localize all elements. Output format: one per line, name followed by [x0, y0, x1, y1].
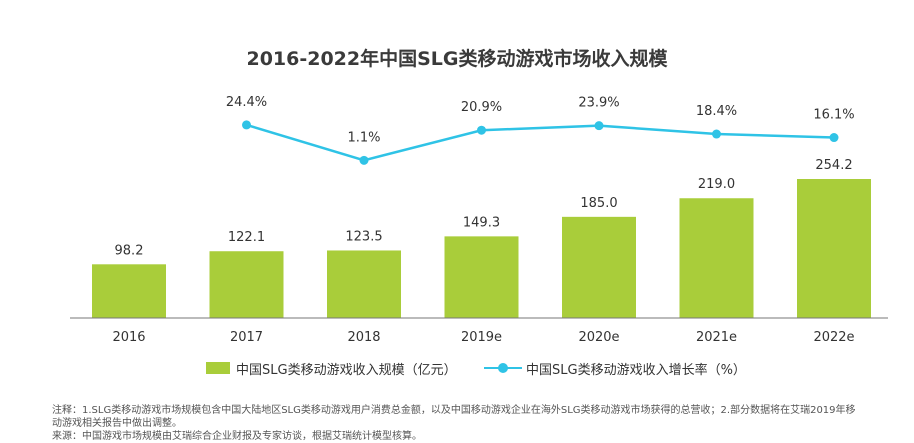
bar-2016 — [92, 264, 166, 318]
bar-2020e — [562, 216, 636, 318]
legend-bar-swatch — [206, 362, 230, 374]
growth-value-label: 1.1% — [347, 130, 380, 145]
bar-value-label: 149.3 — [463, 215, 500, 230]
x-tick-label: 2018 — [347, 330, 380, 345]
bar-2021e — [679, 198, 754, 318]
bar-2017 — [209, 251, 284, 318]
bar-value-label: 123.5 — [345, 229, 382, 244]
x-tick-label: 2017 — [230, 330, 263, 345]
growth-point-2022e — [829, 133, 839, 143]
growth-point-2019e — [477, 125, 486, 135]
bar-value-label: 185.0 — [580, 196, 617, 211]
bar-2019e — [444, 236, 519, 318]
growth-value-label: 20.9% — [461, 100, 502, 115]
note-line-2: 动游戏相关报告中做出调整。 — [52, 418, 182, 429]
bar-value-label: 98.2 — [115, 243, 144, 258]
growth-point-2018 — [359, 155, 369, 165]
bar-2022e — [797, 179, 871, 318]
legend-bar-entry: 中国SLG类移动游戏收入规模（亿元） — [206, 358, 457, 378]
growth-value-label: 18.4% — [696, 104, 737, 119]
x-tick-label: 2016 — [112, 330, 145, 345]
legend-line-entry: 中国SLG类移动游戏收入增长率（%） — [484, 358, 746, 378]
x-tick-label: 2019e — [461, 330, 502, 345]
bar-value-label: 122.1 — [228, 230, 265, 245]
bar-value-label: 219.0 — [698, 177, 735, 192]
legend-line-swatch — [484, 362, 522, 374]
growth-value-label: 16.1% — [813, 108, 854, 123]
growth-value-label: 24.4% — [226, 95, 267, 110]
x-tick-label: 2021e — [696, 330, 737, 345]
bar-value-label: 254.2 — [815, 158, 852, 173]
chart-title: 2016-2022年中国SLG类移动游戏市场收入规模 — [246, 48, 668, 70]
growth-point-2020e — [594, 121, 604, 131]
growth-point-2017 — [242, 120, 251, 130]
growth-line — [246, 123, 835, 162]
bar-2018 — [327, 250, 401, 318]
growth-point-2021e — [712, 129, 721, 139]
legend-line-label: 中国SLG类移动游戏收入增长率（%） — [526, 362, 746, 378]
source-line: 来源：中国游戏市场规模由艾瑞综合企业财报及专家访谈，根据艾瑞统计模型核算。 — [52, 431, 422, 442]
x-tick-label: 2020e — [578, 330, 619, 345]
legend-bar-label: 中国SLG类移动游戏收入规模（亿元） — [236, 362, 457, 378]
growth-value-label: 23.9% — [578, 96, 619, 111]
x-tick-label: 2022e — [813, 330, 854, 345]
note-line-1: 注释：1.SLG类移动游戏市场规模包含中国大陆地区SLG类移动游戏用户消费总金额… — [52, 405, 856, 416]
